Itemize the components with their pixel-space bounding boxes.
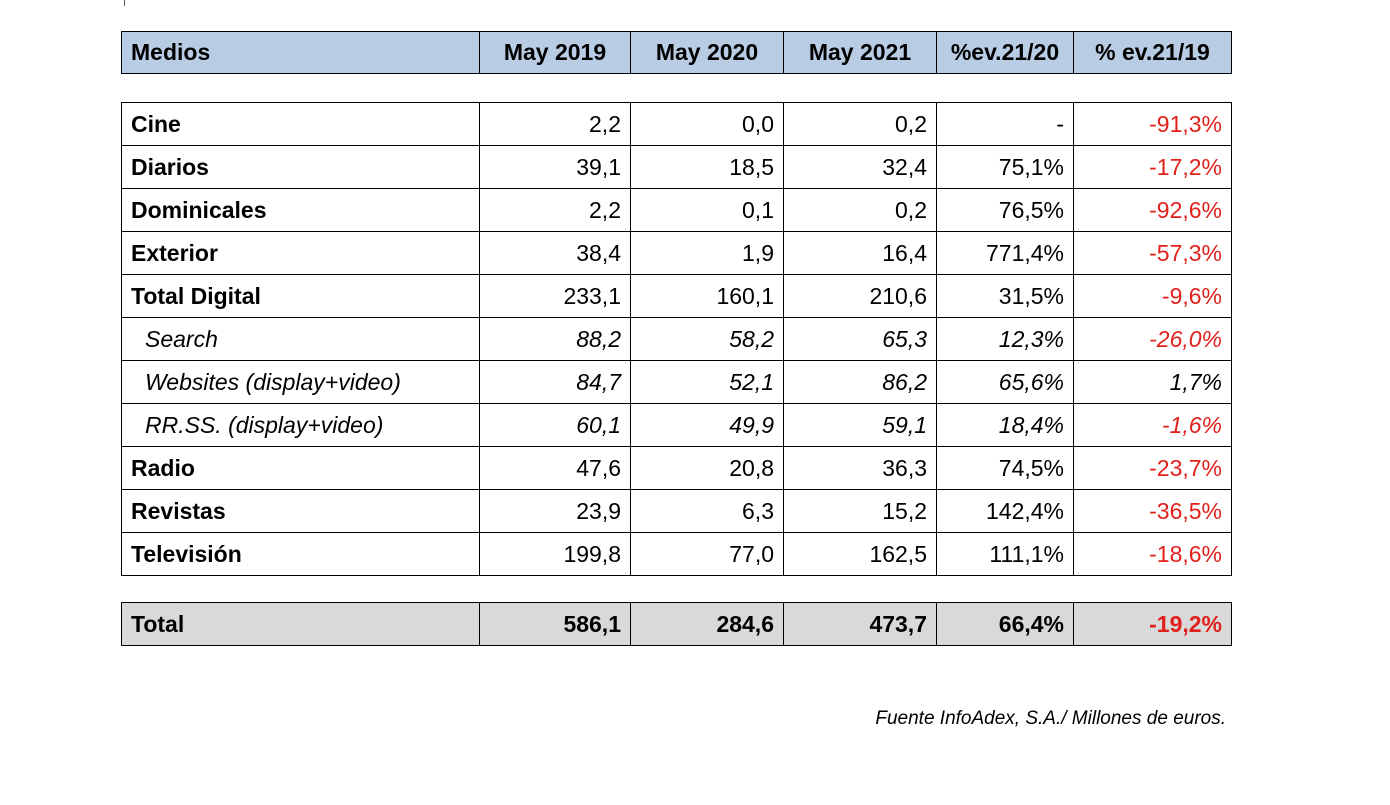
total-label: Total — [121, 602, 480, 646]
row-label: Exterior — [121, 231, 480, 275]
header-medios: Medios — [121, 31, 480, 74]
cell-may-2021: 65,3 — [783, 317, 937, 361]
cell-may-2021: 86,2 — [783, 360, 937, 404]
cell-ev-21-20: 74,5% — [936, 446, 1074, 490]
cell-may-2021: 0,2 — [783, 188, 937, 232]
cell-ev-21-20: 31,5% — [936, 274, 1074, 318]
cell-ev-21-19: -1,6% — [1073, 403, 1232, 447]
cell-may-2020: 18,5 — [630, 145, 784, 189]
cell-ev-21-19: -91,3% — [1073, 102, 1232, 146]
cell-may-2020: 77,0 — [630, 532, 784, 576]
row-label: Revistas — [121, 489, 480, 533]
table-row: Search 88,2 58,2 65,3 12,3% -26,0% — [121, 317, 1232, 361]
table-row: Revistas 23,9 6,3 15,2 142,4% -36,5% — [121, 489, 1232, 533]
table-row: Diarios 39,1 18,5 32,4 75,1% -17,2% — [121, 145, 1232, 189]
cell-ev-21-20: 771,4% — [936, 231, 1074, 275]
cell-may-2020: 1,9 — [630, 231, 784, 275]
cell-may-2021: 32,4 — [783, 145, 937, 189]
header-row: Medios May 2019 May 2020 May 2021 %ev.21… — [121, 31, 1232, 74]
cell-may-2020: 6,3 — [630, 489, 784, 533]
cell-may-2019: 23,9 — [479, 489, 631, 533]
total-row: Total 586,1 284,6 473,7 66,4% -19,2% — [121, 602, 1232, 646]
cell-ev-21-20: 65,6% — [936, 360, 1074, 404]
total-may-2020: 284,6 — [630, 602, 784, 646]
total-ev-21-20: 66,4% — [936, 602, 1074, 646]
cell-ev-21-19: -36,5% — [1073, 489, 1232, 533]
header-ev-21-19: % ev.21/19 — [1073, 31, 1232, 74]
cell-ev-21-19: -57,3% — [1073, 231, 1232, 275]
total-table: Total 586,1 284,6 473,7 66,4% -19,2% — [121, 602, 1232, 646]
cell-may-2021: 16,4 — [783, 231, 937, 275]
row-label: Dominicales — [121, 188, 480, 232]
cell-may-2020: 160,1 — [630, 274, 784, 318]
cell-may-2019: 84,7 — [479, 360, 631, 404]
cell-may-2019: 2,2 — [479, 188, 631, 232]
cell-may-2021: 59,1 — [783, 403, 937, 447]
header-may-2019: May 2019 — [479, 31, 631, 74]
table-row: Websites (display+video) 84,7 52,1 86,2 65,6… — [121, 360, 1232, 404]
cell-ev-21-20: 76,5% — [936, 188, 1074, 232]
table-row: Exterior 38,4 1,9 16,4 771,4% -57,3% — [121, 231, 1232, 275]
row-label: RR.SS. (display+video) — [121, 403, 480, 447]
cell-ev-21-20: 111,1% — [936, 532, 1074, 576]
table-row: Total Digital 233,1 160,1 210,6 31,5% -9,6% — [121, 274, 1232, 318]
header-table: Medios May 2019 May 2020 May 2021 %ev.21… — [121, 31, 1232, 74]
cell-may-2019: 199,8 — [479, 532, 631, 576]
cell-may-2021: 210,6 — [783, 274, 937, 318]
cell-ev-21-19: -23,7% — [1073, 446, 1232, 490]
cell-may-2021: 15,2 — [783, 489, 937, 533]
corner-mark — [124, 0, 125, 6]
cell-may-2021: 162,5 — [783, 532, 937, 576]
cell-may-2021: 0,2 — [783, 102, 937, 146]
cell-ev-21-19: 1,7% — [1073, 360, 1232, 404]
table-row: RR.SS. (display+video) 60,1 49,9 59,1 18,4% -… — [121, 403, 1232, 447]
cell-ev-21-19: -92,6% — [1073, 188, 1232, 232]
cell-ev-21-20: 142,4% — [936, 489, 1074, 533]
row-label: Radio — [121, 446, 480, 490]
row-label: Search — [121, 317, 480, 361]
cell-may-2020: 0,0 — [630, 102, 784, 146]
row-label: Diarios — [121, 145, 480, 189]
cell-may-2020: 20,8 — [630, 446, 784, 490]
cell-may-2019: 60,1 — [479, 403, 631, 447]
cell-ev-21-19: -9,6% — [1073, 274, 1232, 318]
table-row: Televisión 199,8 77,0 162,5 111,1% -18,6% — [121, 532, 1232, 576]
cell-ev-21-19: -18,6% — [1073, 532, 1232, 576]
source-note: Fuente InfoAdex, S.A./ Millones de euros… — [875, 708, 1226, 729]
row-label: Televisión — [121, 532, 480, 576]
cell-may-2020: 58,2 — [630, 317, 784, 361]
row-label: Websites (display+video) — [121, 360, 480, 404]
cell-may-2019: 233,1 — [479, 274, 631, 318]
table-row: Dominicales 2,2 0,1 0,2 76,5% -92,6% — [121, 188, 1232, 232]
header-ev-21-20: %ev.21/20 — [936, 31, 1074, 74]
table-row: Cine 2,2 0,0 0,2- -91,3% — [121, 102, 1232, 146]
header-may-2021: May 2021 — [783, 31, 937, 74]
cell-may-2019: 38,4 — [479, 231, 631, 275]
cell-may-2021: 36,3 — [783, 446, 937, 490]
row-label: Cine — [121, 102, 480, 146]
cell-ev-21-20: 18,4% — [936, 403, 1074, 447]
header-may-2020: May 2020 — [630, 31, 784, 74]
cell-may-2020: 49,9 — [630, 403, 784, 447]
cell-may-2020: 0,1 — [630, 188, 784, 232]
cell-ev-21-20: 12,3% — [936, 317, 1074, 361]
cell-may-2019: 39,1 — [479, 145, 631, 189]
total-may-2021: 473,7 — [783, 602, 937, 646]
total-may-2019: 586,1 — [479, 602, 631, 646]
cell-ev-21-20: 75,1% — [936, 145, 1074, 189]
table-row: Radio 47,6 20,8 36,3 74,5% -23,7% — [121, 446, 1232, 490]
cell-may-2019: 2,2 — [479, 102, 631, 146]
cell-ev-21-19: -26,0% — [1073, 317, 1232, 361]
cell-ev-21-19: -17,2% — [1073, 145, 1232, 189]
cell-ev-21-20: - — [936, 102, 1074, 146]
cell-may-2019: 88,2 — [479, 317, 631, 361]
total-ev-21-19: -19,2% — [1073, 602, 1232, 646]
data-table: Cine 2,2 0,0 0,2- -91,3% Diarios 39,1 18,5 32,4 7… — [121, 102, 1232, 576]
cell-may-2019: 47,6 — [479, 446, 631, 490]
cell-may-2020: 52,1 — [630, 360, 784, 404]
row-label: Total Digital — [121, 274, 480, 318]
